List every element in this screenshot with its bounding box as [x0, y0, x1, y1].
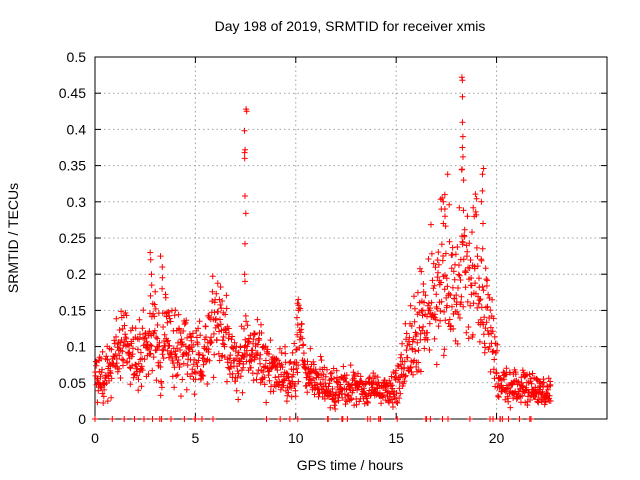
- x-tick-label: 5: [191, 430, 199, 446]
- y-tick-label: 0.35: [59, 158, 86, 174]
- y-tick-label: 0.3: [67, 194, 87, 210]
- x-tick-label: 10: [288, 430, 304, 446]
- y-tick-label: 0: [78, 411, 86, 427]
- grid-lines: [95, 57, 607, 419]
- x-axis-label: GPS time / hours: [297, 457, 404, 473]
- y-tick-label: 0.4: [67, 121, 87, 137]
- chart-title: Day 198 of 2019, SRMTID for receiver xmi…: [215, 18, 486, 34]
- series-srmtid-markers: [92, 74, 554, 422]
- y-tick-label: 0.45: [59, 85, 86, 101]
- x-tick-label: 20: [489, 430, 505, 446]
- x-axis: 0 5 10 15 20: [91, 57, 505, 446]
- x-tick-label: 15: [388, 430, 404, 446]
- y-tick-label: 0.2: [67, 266, 87, 282]
- y-tick-label: 0.05: [59, 375, 86, 391]
- y-tick-label: 0.25: [59, 230, 86, 246]
- y-axis-label: SRMTID / TECUs: [5, 183, 21, 293]
- x-tick-label: 0: [91, 430, 99, 446]
- y-axis: 0 0.05 0.1 0.15 0.2 0.25 0.3 0.35 0.4 0.45 0.5: [59, 49, 607, 427]
- y-tick-label: 0.15: [59, 302, 86, 318]
- data-points: [92, 74, 554, 422]
- y-tick-label: 0.1: [67, 339, 87, 355]
- y-tick-label: 0.5: [67, 49, 87, 65]
